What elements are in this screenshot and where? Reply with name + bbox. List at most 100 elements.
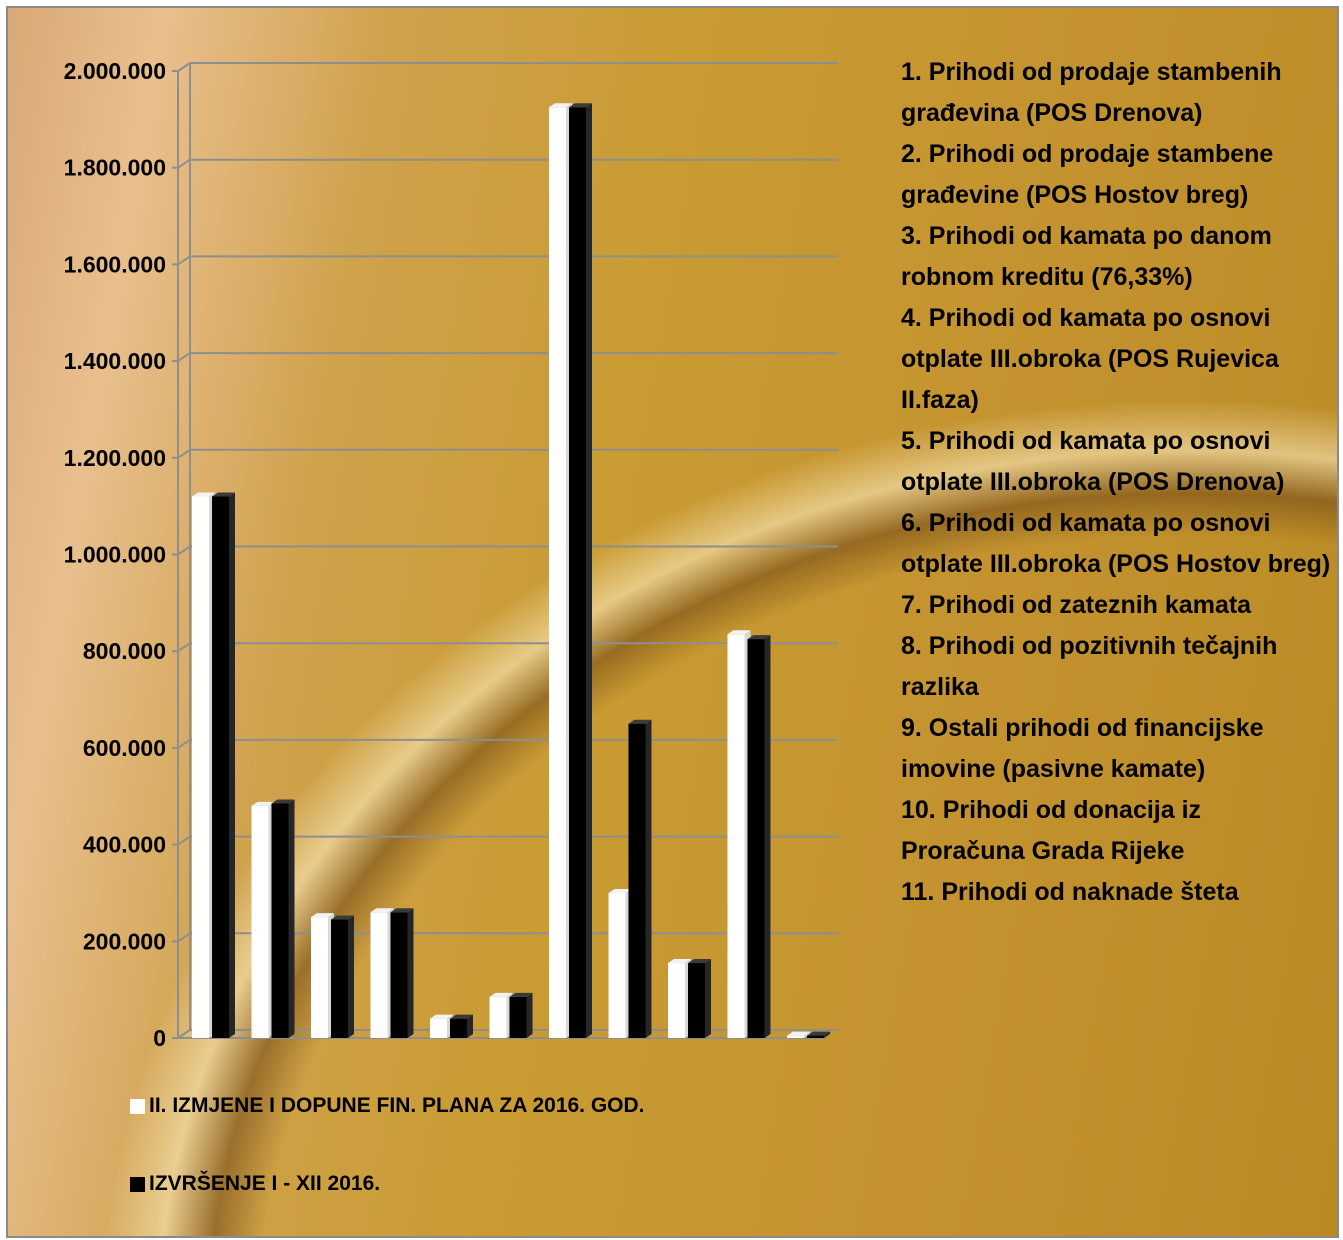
bar-execution xyxy=(569,103,592,1038)
bar-top xyxy=(569,103,592,108)
bar-execution xyxy=(628,719,652,1038)
y-tick-label: 1.200.000 xyxy=(64,445,166,471)
grid-line-side xyxy=(177,932,191,943)
grid-lines xyxy=(177,62,838,1039)
note-item: 1. Prihodi od prodaje stambenih građevin… xyxy=(901,58,1282,127)
note-item: 6. Prihodi od kamata po osnovi otplate I… xyxy=(901,509,1331,578)
grid-line-side xyxy=(177,255,191,266)
bar-execution xyxy=(807,1031,830,1038)
bar-front xyxy=(271,803,289,1038)
bar-front xyxy=(212,496,229,1039)
y-tick-label: 1.600.000 xyxy=(64,251,166,277)
bar-plan xyxy=(192,492,215,1039)
bar-front xyxy=(370,912,388,1038)
bar-top xyxy=(212,492,235,497)
grid-line-side xyxy=(177,62,191,72)
legend-swatch-white xyxy=(130,1098,145,1114)
bar-top xyxy=(608,888,632,893)
note-item: 3. Prihodi od kamata po danom robnom kre… xyxy=(901,222,1272,291)
bar-plan xyxy=(668,959,691,1038)
grid-line-side xyxy=(177,545,191,556)
bar-top xyxy=(807,1031,830,1036)
y-tick-label: 800.000 xyxy=(83,638,166,664)
grid-line-side xyxy=(177,835,191,846)
bar-side xyxy=(229,492,235,1039)
note-item: 9. Ostali prihodi od financijske imovine… xyxy=(901,714,1264,783)
bar-front xyxy=(509,996,527,1038)
bar-execution xyxy=(509,992,533,1038)
bar-side xyxy=(764,635,771,1038)
bar-top xyxy=(311,913,334,918)
bar-plan xyxy=(430,1014,453,1038)
bar-top xyxy=(509,992,533,997)
bar-top xyxy=(747,635,771,640)
bar-execution xyxy=(450,1014,473,1038)
bar-front xyxy=(192,496,209,1039)
bar-plan xyxy=(727,630,751,1038)
note-item: 10. Prihodi od donacija iz Proračuna Gra… xyxy=(901,796,1202,865)
bar-plan xyxy=(787,1031,810,1038)
legend-item-execution: IZVRŠENJE I - XII 2016. xyxy=(130,1172,380,1196)
y-tick-label: 1.000.000 xyxy=(64,542,166,568)
legend-item-plan: II. IZMJENE I DOPUNE FIN. PLANA ZA 2016.… xyxy=(130,1094,645,1118)
bar-top xyxy=(430,1014,453,1019)
legend-label-execution: IZVRŠENJE I - XII 2016. xyxy=(149,1172,381,1195)
bar-top xyxy=(271,799,295,804)
note-item: 5. Prihodi od kamata po osnovi otplate I… xyxy=(901,427,1285,496)
bar-top xyxy=(688,959,711,964)
bar-front xyxy=(608,892,626,1038)
bar-execution xyxy=(212,492,235,1039)
bar-top xyxy=(628,719,652,724)
bar-front xyxy=(430,1018,447,1038)
grid-line-side xyxy=(177,1029,191,1039)
y-tick-label: 200.000 xyxy=(83,928,166,954)
y-tick-label: 1.800.000 xyxy=(64,155,166,181)
bar-front xyxy=(489,996,507,1038)
note-item: 8. Prihodi od pozitivnih tečajnih razlik… xyxy=(901,632,1278,701)
bar-front xyxy=(549,107,566,1038)
bar-top xyxy=(489,992,513,997)
note-item: 11. Prihodi od naknade šteta xyxy=(901,878,1239,906)
bar-side xyxy=(824,1031,830,1038)
note-item: 2. Prihodi od prodaje stambene građevine… xyxy=(901,140,1274,209)
bar-front xyxy=(311,917,328,1038)
grid-line-side xyxy=(177,739,191,749)
bar-side xyxy=(645,719,652,1038)
bar-front xyxy=(251,805,269,1038)
bar-chart: 0 200.000 400.000 600.000 800.000 1.000.000 1.… xyxy=(64,58,838,1051)
bar-top xyxy=(251,801,275,806)
bar-side xyxy=(407,908,414,1038)
grid-line-side xyxy=(177,642,191,653)
bar-front xyxy=(331,919,348,1038)
grid-line-side xyxy=(177,448,191,459)
grid-line-side xyxy=(177,158,191,169)
y-tick-label: 2.000.000 xyxy=(64,58,166,84)
bar-front xyxy=(807,1035,824,1038)
y-tick-label: 600.000 xyxy=(83,735,166,761)
bar-front xyxy=(747,639,765,1038)
bar-side xyxy=(586,103,592,1038)
bar-plan xyxy=(549,103,572,1038)
bar-plan xyxy=(608,888,632,1038)
bar-front xyxy=(668,963,685,1038)
y-axis: 0 200.000 400.000 600.000 800.000 1.000.000 1.… xyxy=(64,58,826,1051)
bar-top xyxy=(331,915,354,920)
bar-front xyxy=(787,1035,804,1038)
bar-top xyxy=(787,1031,810,1036)
y-tick-label: 1.400.000 xyxy=(64,348,166,374)
bar-side xyxy=(467,1014,473,1038)
note-item: 4. Prihodi od kamata po osnovi otplate I… xyxy=(901,304,1279,414)
bar-side xyxy=(526,992,533,1038)
bar-execution xyxy=(271,799,295,1038)
bar-plan xyxy=(311,913,334,1038)
bar-side xyxy=(288,799,295,1038)
y-tick-label: 400.000 xyxy=(83,832,166,858)
bar-front xyxy=(688,963,705,1038)
bar-front xyxy=(628,723,646,1038)
bar-plan xyxy=(251,801,275,1038)
bar-execution xyxy=(390,908,414,1038)
bar-side xyxy=(705,959,711,1038)
y-tick-label: 0 xyxy=(153,1025,166,1051)
bar-top xyxy=(450,1014,473,1019)
bar-front xyxy=(569,107,586,1038)
